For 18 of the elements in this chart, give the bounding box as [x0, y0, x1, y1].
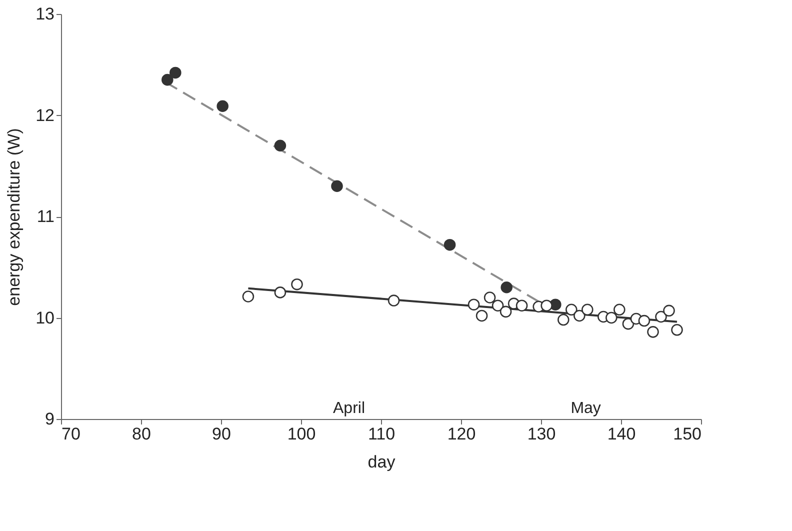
x-tick-label: 120: [447, 424, 476, 444]
y-tick-label: 12: [36, 106, 54, 125]
x-tick-label: 80: [132, 424, 151, 444]
x-axis-title: day: [368, 452, 396, 472]
y-tick-label: 9: [45, 410, 54, 428]
y-tick-label: 10: [36, 308, 54, 328]
y-tick-label: 13: [36, 4, 54, 24]
x-tick-label: 140: [607, 424, 636, 444]
x-tick-label: 90: [212, 424, 231, 444]
x-tick-label: 70: [62, 424, 80, 444]
annotation: April: [332, 400, 366, 417]
y-tick-label: 11: [36, 207, 54, 226]
x-tick-label: 150: [673, 424, 702, 444]
y-axis-title: energy expenditure (W): [4, 128, 24, 306]
annotation: May: [570, 400, 601, 417]
x-tick-label: 110: [368, 424, 396, 444]
x-tick-label: 100: [287, 424, 316, 444]
x-tick-label: 130: [527, 424, 556, 444]
